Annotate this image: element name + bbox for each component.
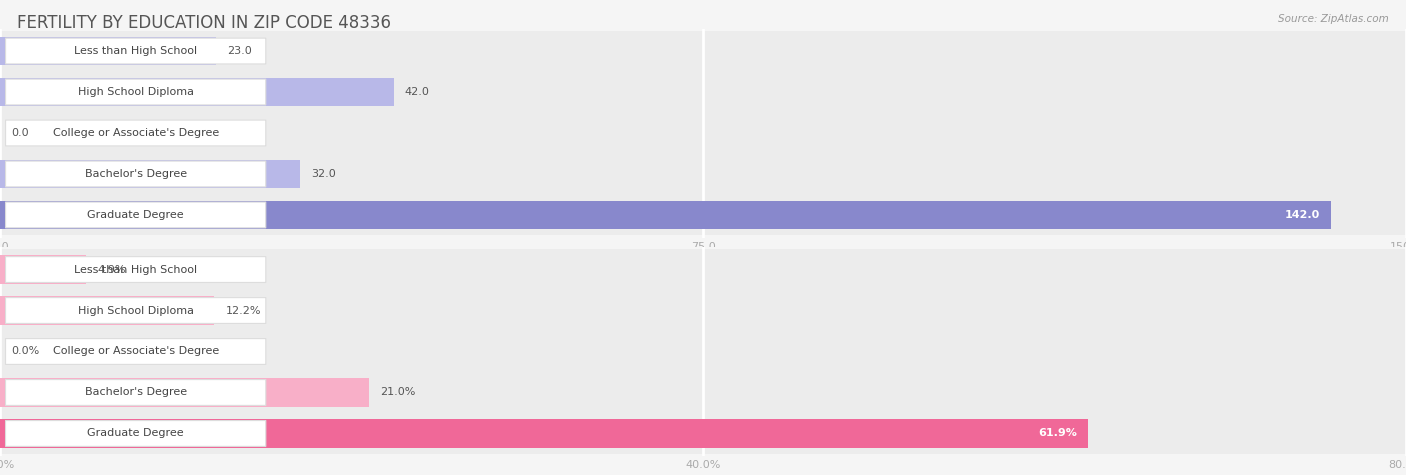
Text: Source: ZipAtlas.com: Source: ZipAtlas.com [1278, 14, 1389, 24]
Bar [0, 378, 368, 407]
FancyBboxPatch shape [6, 38, 266, 64]
FancyBboxPatch shape [6, 120, 266, 146]
Text: 23.0: 23.0 [226, 46, 252, 56]
FancyBboxPatch shape [6, 420, 266, 446]
Text: Graduate Degree: Graduate Degree [87, 210, 184, 220]
Bar [0, 113, 1406, 153]
Bar [0, 78, 394, 106]
FancyBboxPatch shape [6, 339, 266, 364]
Bar [0, 290, 1406, 331]
Bar [0, 296, 214, 325]
Bar [0, 30, 1406, 72]
Text: High School Diploma: High School Diploma [77, 87, 194, 97]
Text: 0.0%: 0.0% [11, 346, 39, 357]
Bar [0, 153, 1406, 194]
FancyBboxPatch shape [6, 298, 266, 323]
FancyBboxPatch shape [6, 202, 266, 228]
Bar [0, 194, 1406, 236]
Text: FERTILITY BY EDUCATION IN ZIP CODE 48336: FERTILITY BY EDUCATION IN ZIP CODE 48336 [17, 14, 391, 32]
Text: Graduate Degree: Graduate Degree [87, 428, 184, 438]
Text: Bachelor's Degree: Bachelor's Degree [84, 388, 187, 398]
FancyBboxPatch shape [6, 256, 266, 283]
Text: 12.2%: 12.2% [225, 305, 262, 315]
Text: Bachelor's Degree: Bachelor's Degree [84, 169, 187, 179]
Text: College or Associate's Degree: College or Associate's Degree [52, 346, 219, 357]
Text: 142.0: 142.0 [1285, 210, 1320, 220]
Text: Less than High School: Less than High School [75, 265, 197, 275]
Text: 61.9%: 61.9% [1038, 428, 1077, 438]
Bar [0, 413, 1406, 454]
Text: 4.9%: 4.9% [97, 265, 127, 275]
Text: 0.0: 0.0 [11, 128, 30, 138]
FancyBboxPatch shape [6, 161, 266, 187]
Bar [0, 255, 86, 284]
Bar [0, 72, 1406, 113]
Text: 21.0%: 21.0% [380, 388, 416, 398]
Bar [0, 331, 1406, 372]
Bar [0, 419, 1088, 448]
FancyBboxPatch shape [6, 79, 266, 105]
FancyBboxPatch shape [6, 380, 266, 405]
Bar [0, 249, 1406, 290]
Text: Less than High School: Less than High School [75, 46, 197, 56]
Text: College or Associate's Degree: College or Associate's Degree [52, 128, 219, 138]
Text: High School Diploma: High School Diploma [77, 305, 194, 315]
Bar [0, 200, 1331, 229]
Text: 32.0: 32.0 [311, 169, 336, 179]
Text: 42.0: 42.0 [405, 87, 430, 97]
Bar [0, 37, 215, 66]
Bar [0, 160, 299, 188]
Bar [0, 372, 1406, 413]
